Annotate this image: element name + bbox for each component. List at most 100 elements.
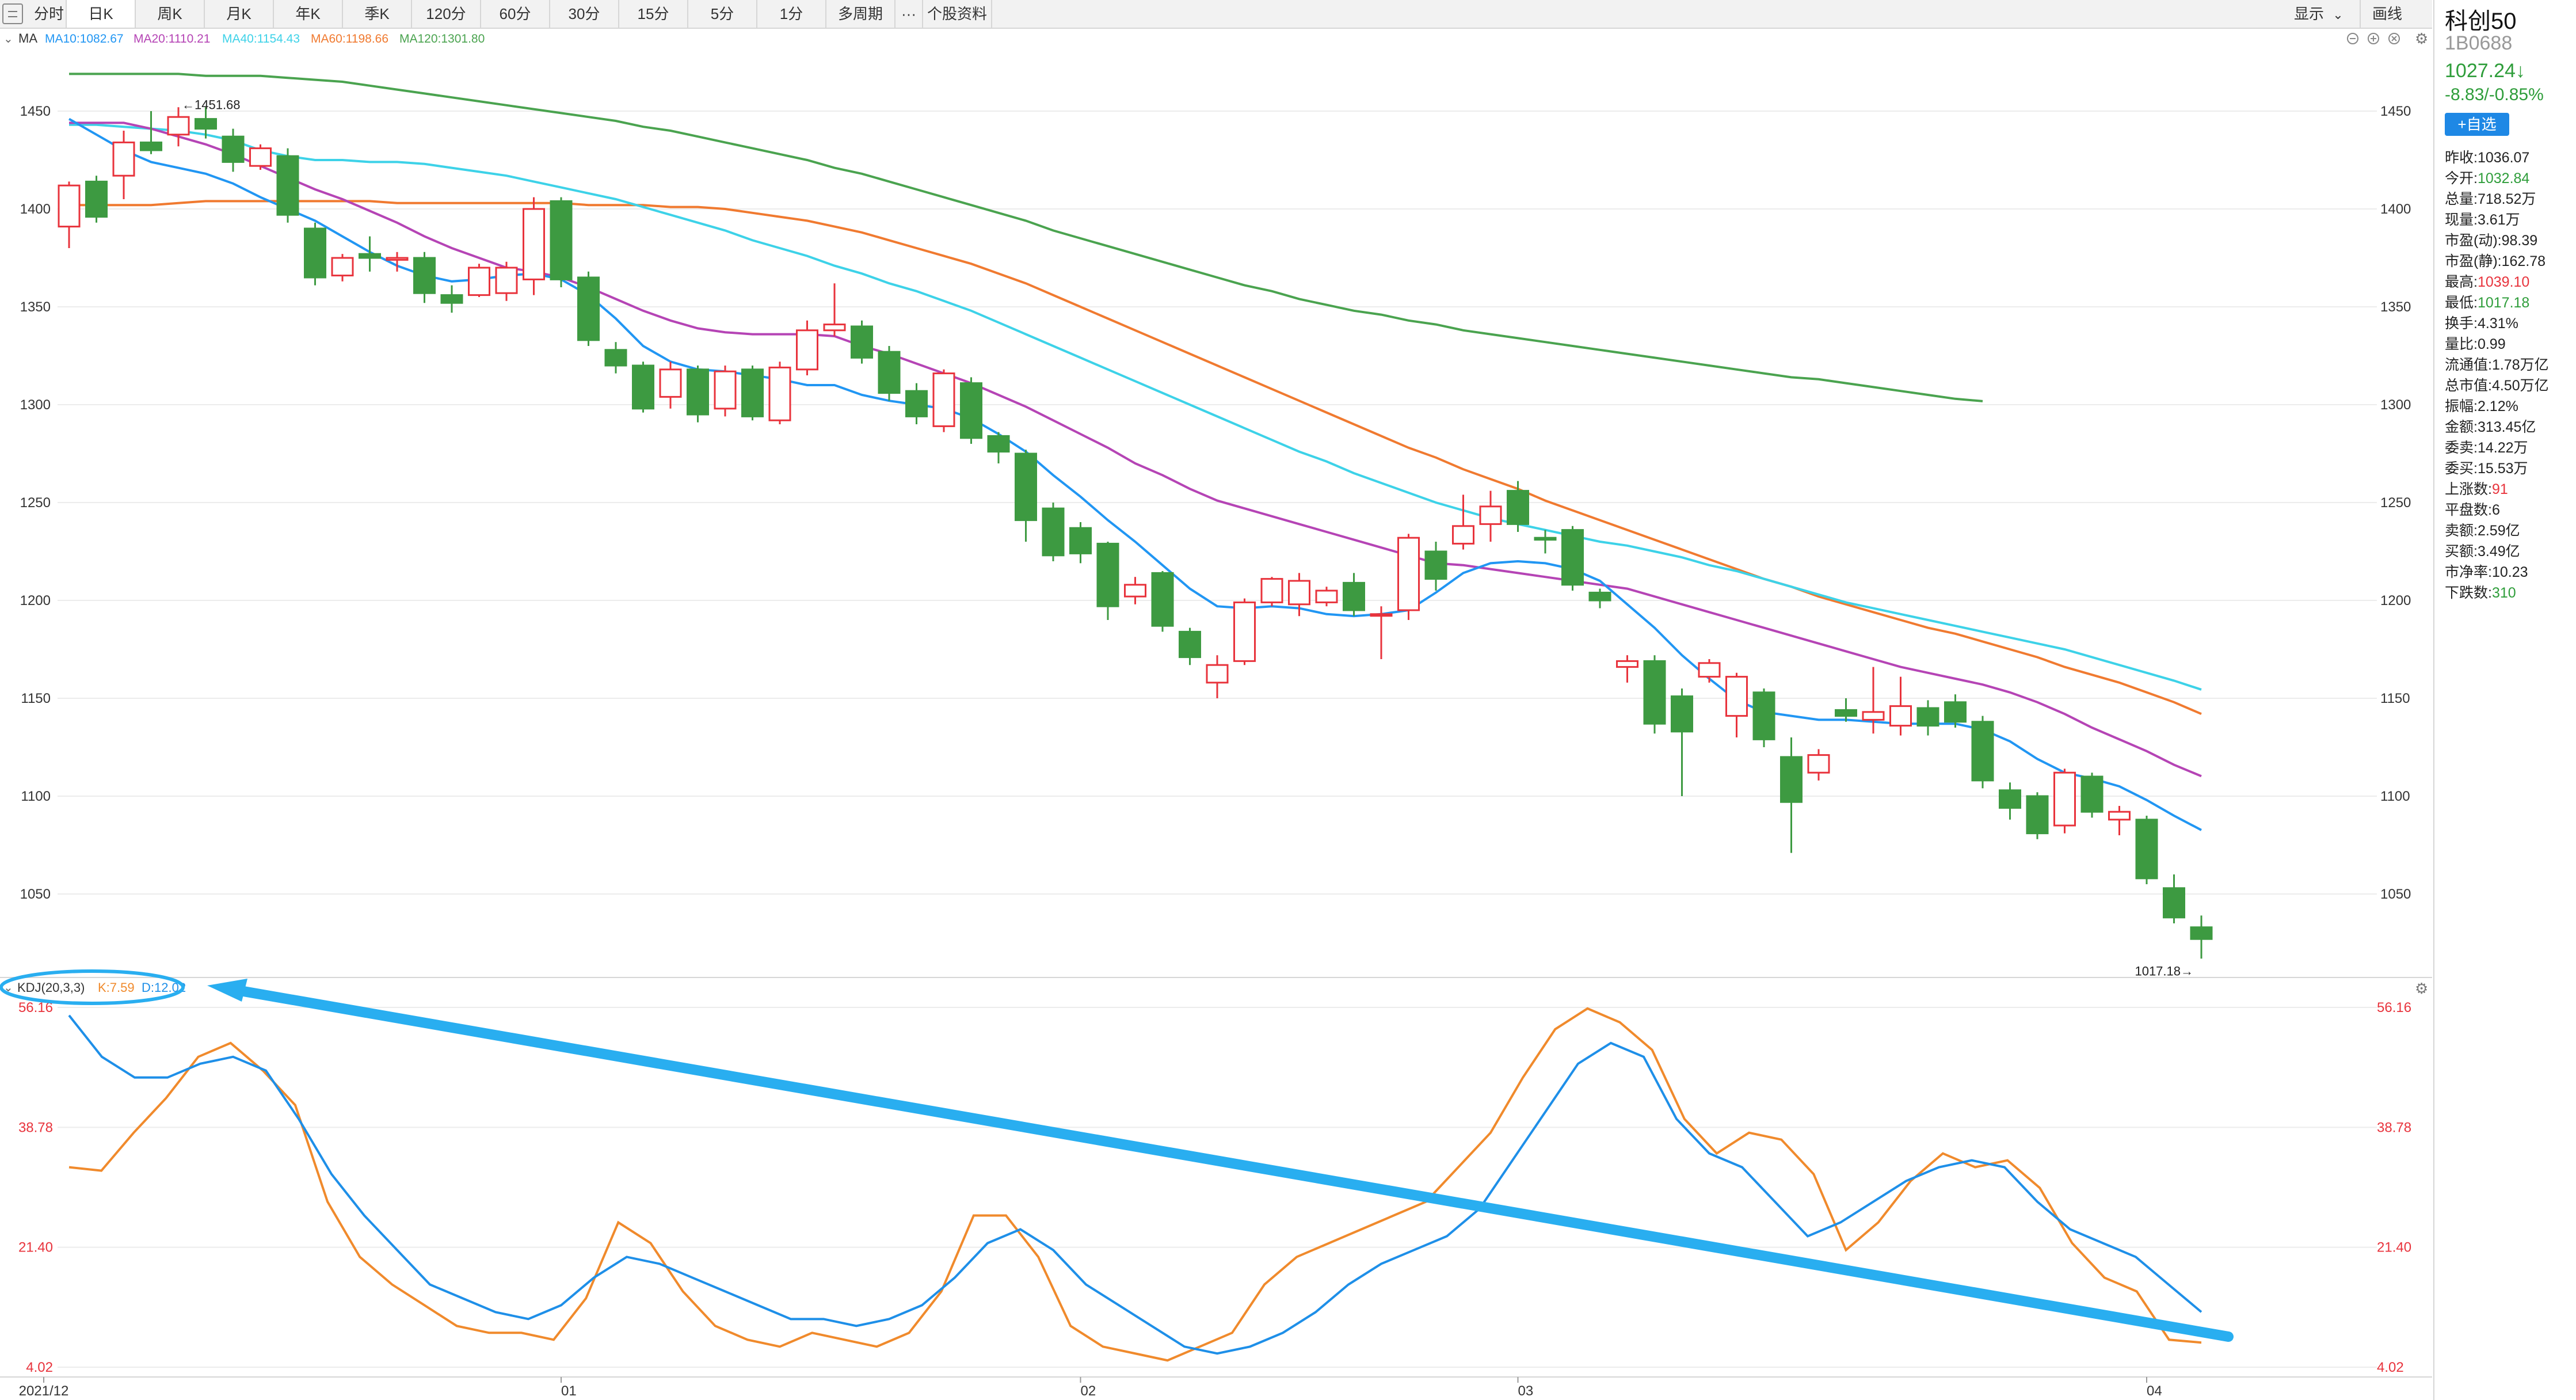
highlight-ellipse: [0, 969, 185, 1005]
candle: [1725, 672, 1748, 737]
price-axes: 1450 1450 1400 1400 1350 1350 1300 1300 1250 1250…: [20, 104, 2411, 902]
candle: [632, 362, 654, 413]
candle: [1889, 676, 1912, 736]
kdj-y-tick-left: 21.40: [18, 1240, 53, 1256]
ma40-legend: MA40:1154.43: [222, 32, 300, 45]
candle: [1424, 542, 1447, 591]
candle: [58, 181, 81, 248]
add-favorite-button[interactable]: +自选: [2445, 113, 2509, 136]
candle: [1315, 587, 1338, 607]
stat-label: 最低:: [2445, 295, 2478, 311]
y-tick-right: 1050: [2380, 887, 2411, 902]
sidebar-toggle-icon[interactable]: [2, 3, 23, 24]
candle: [1807, 749, 1830, 781]
tab-10[interactable]: 5分: [688, 0, 757, 28]
stat-value: 4.31%: [2477, 315, 2518, 332]
tab-8[interactable]: 30分: [550, 0, 619, 28]
candle: [714, 366, 737, 417]
candle: [1862, 667, 1885, 734]
candle: [112, 131, 135, 199]
stat-value: 91: [2491, 481, 2508, 497]
stat-label: 委卖:: [2445, 440, 2478, 456]
stat-row: 今开: 1032.84: [2445, 168, 2575, 189]
tab-1[interactable]: 日K: [67, 0, 136, 28]
candle: [550, 197, 573, 287]
price-change: -8.83/-0.85%: [2445, 85, 2544, 104]
stat-row: 委卖: 14.22万: [2445, 438, 2575, 458]
candle: [1124, 577, 1146, 604]
stat-row: 金额: 313.45亿: [2445, 417, 2575, 438]
stat-label: 市盈(动):: [2445, 233, 2502, 249]
tab-12[interactable]: 多周期: [826, 0, 895, 28]
stat-row: 下跌数: 310: [2445, 583, 2575, 603]
tab-3[interactable]: 月K: [205, 0, 274, 28]
divergence-arrow-line: [225, 984, 2234, 1342]
candle: [1835, 698, 1857, 722]
k-line: [68, 1007, 2202, 1362]
candle: [468, 264, 490, 297]
candle: [987, 432, 1010, 463]
stat-label: 金额:: [2445, 419, 2478, 435]
candle: [1588, 588, 1611, 608]
stat-row: 上涨数: 91: [2445, 479, 2575, 500]
ma-label: MA: [18, 31, 37, 45]
divergence-annotation: [0, 969, 2234, 1342]
tab-2[interactable]: 周K: [136, 0, 205, 28]
period-toolbar: 分时 日K 周K 月K 年K 季K 120分 60分 30分 15分 5分 1分 多周期 ··· 个股资料 …: [0, 0, 2432, 29]
ma120-legend: MA120:1301.80: [399, 32, 485, 45]
tab-11[interactable]: 1分: [757, 0, 826, 28]
stat-value: 718.52万: [2477, 191, 2536, 207]
candle: [2053, 769, 2076, 834]
kdj-settings-gear-icon[interactable]: ⚙: [2415, 980, 2428, 997]
stat-row: 流通值: 1.78万亿: [2445, 355, 2575, 375]
candle: [1534, 530, 1557, 554]
tab-9[interactable]: 15分: [619, 0, 688, 28]
x-tick-label: 01: [561, 1383, 577, 1399]
display-menu-button[interactable]: 显示 ⌄: [2294, 0, 2343, 28]
stat-label: 上涨数:: [2445, 481, 2492, 497]
candle: [1616, 655, 1638, 683]
k-legend: K:7.59: [98, 980, 135, 995]
candles: [58, 107, 2213, 959]
d-line: [68, 1014, 2202, 1355]
stat-row: 市盈(静): 162.78: [2445, 251, 2575, 272]
stat-row: 量比: 0.99: [2445, 334, 2575, 355]
settings-gear-icon[interactable]: ⚙: [2415, 30, 2428, 47]
candle: [1971, 716, 1994, 789]
tab-6[interactable]: 120分: [412, 0, 481, 28]
candle: [1015, 450, 1037, 542]
ma10-legend: MA10:1082.67: [45, 32, 124, 45]
stat-label: 市净率:: [2445, 564, 2492, 580]
display-label: 显示: [2294, 5, 2325, 22]
stat-row: 平盘数: 6: [2445, 500, 2575, 520]
tab-14[interactable]: 个股资料: [923, 0, 992, 28]
candle: [1179, 627, 1201, 665]
stat-label: 现量:: [2445, 212, 2478, 228]
y-tick-right: 1400: [2380, 201, 2411, 217]
candle: [1916, 700, 1939, 736]
ma60-legend: MA60:1198.66: [311, 32, 388, 45]
stat-row: 市净率: 10.23: [2445, 562, 2575, 583]
stat-value: 310: [2491, 585, 2516, 601]
tab-13[interactable]: ···: [895, 0, 923, 28]
tab-4[interactable]: 年K: [274, 0, 343, 28]
tab-7[interactable]: 60分: [481, 0, 550, 28]
candle: [604, 342, 627, 374]
y-tick-left: 1050: [20, 887, 51, 902]
date-axis: 2021/12 01 02 03 04: [0, 1376, 2432, 1399]
candle: [1343, 573, 1365, 617]
draw-line-button[interactable]: 画线: [2372, 0, 2402, 28]
tab-0[interactable]: 分时: [32, 0, 67, 28]
tab-5[interactable]: 季K: [343, 0, 412, 28]
candle: [413, 252, 436, 303]
candle: [2080, 773, 2104, 818]
stat-row: 换手: 4.31%: [2445, 313, 2575, 334]
collapse-chevron-icon[interactable]: ⌄: [3, 33, 13, 45]
candle: [878, 346, 901, 401]
candle: [1233, 598, 1256, 665]
candle: [222, 128, 245, 172]
stat-row: 市盈(动): 98.39: [2445, 230, 2575, 251]
candle: [1698, 659, 1721, 683]
y-tick-left: 1450: [20, 104, 51, 119]
stat-label: 平盘数:: [2445, 502, 2492, 518]
